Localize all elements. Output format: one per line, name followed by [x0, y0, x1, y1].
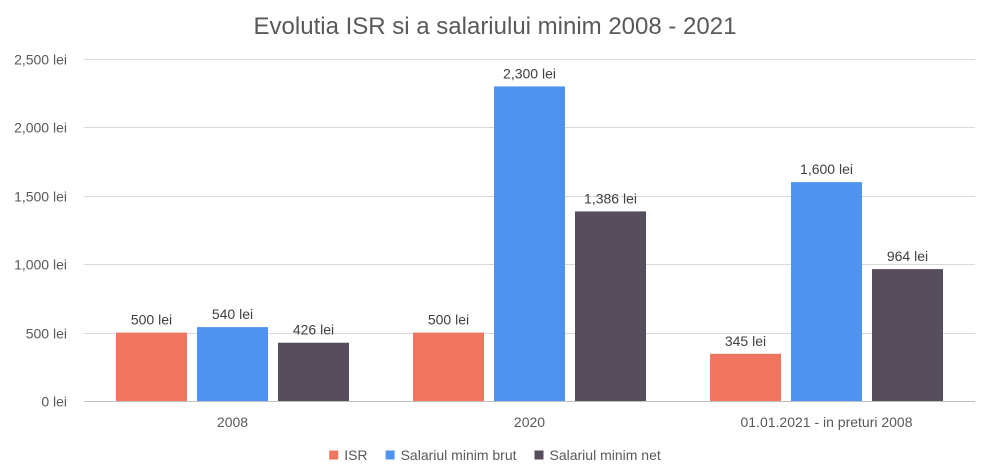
- bar-isr: [116, 332, 187, 401]
- legend-swatch: [534, 450, 544, 460]
- x-category-label: 2008: [217, 414, 248, 430]
- bar-salariul-minim-brut: [197, 327, 268, 401]
- data-label: 540 lei: [212, 306, 253, 322]
- y-tick-label: 0 lei: [41, 394, 67, 410]
- bar-isr: [710, 353, 781, 401]
- data-label: 964 lei: [887, 248, 928, 264]
- bars: [116, 86, 943, 402]
- y-tick-label: 1,500 lei: [14, 189, 67, 205]
- data-label: 345 lei: [725, 333, 766, 349]
- legend-swatch: [385, 450, 395, 460]
- data-label: 500 lei: [131, 312, 172, 328]
- x-category-label: 01.01.2021 - in preturi 2008: [740, 414, 912, 430]
- data-labels: 500 lei 540 lei 426 lei 500 lei 2,300 lei 1,3…: [131, 65, 928, 348]
- data-label: 500 lei: [428, 312, 469, 328]
- y-tick-label: 2,000 lei: [14, 120, 67, 136]
- bar-salariul-minim-brut: [791, 182, 862, 401]
- chart-title: Evolutia ISR si a salariului minim 2008 …: [254, 13, 737, 40]
- legend-label: Salariul minim net: [550, 447, 661, 463]
- y-tick-label: 2,500 lei: [14, 52, 67, 68]
- bar-salariul-minim-net: [278, 342, 349, 401]
- legend: ISR Salariul minim brut Salariul minim net: [329, 447, 661, 463]
- bar-salariul-minim-brut: [494, 86, 565, 402]
- y-tick-label: 500 lei: [26, 326, 67, 342]
- x-category-label: 2020: [514, 414, 545, 430]
- y-tick-label: 1,000 lei: [14, 257, 67, 273]
- y-axis-ticks: 0 lei 500 lei 1,000 lei 1,500 lei 2,000 lei 2…: [14, 52, 67, 410]
- data-label: 1,600 lei: [800, 161, 853, 177]
- bar-isr: [413, 332, 484, 401]
- data-label: 1,386 lei: [584, 190, 637, 206]
- x-axis-categories: 2008 2020 01.01.2021 - in preturi 2008: [217, 414, 913, 430]
- data-label: 426 lei: [293, 322, 334, 338]
- legend-label: ISR: [344, 447, 367, 463]
- legend-swatch: [329, 450, 339, 460]
- legend-label: Salariul minim brut: [401, 447, 517, 463]
- bar-salariul-minim-net: [575, 211, 646, 401]
- bar-salariul-minim-net: [872, 269, 943, 401]
- data-label: 2,300 lei: [503, 65, 556, 81]
